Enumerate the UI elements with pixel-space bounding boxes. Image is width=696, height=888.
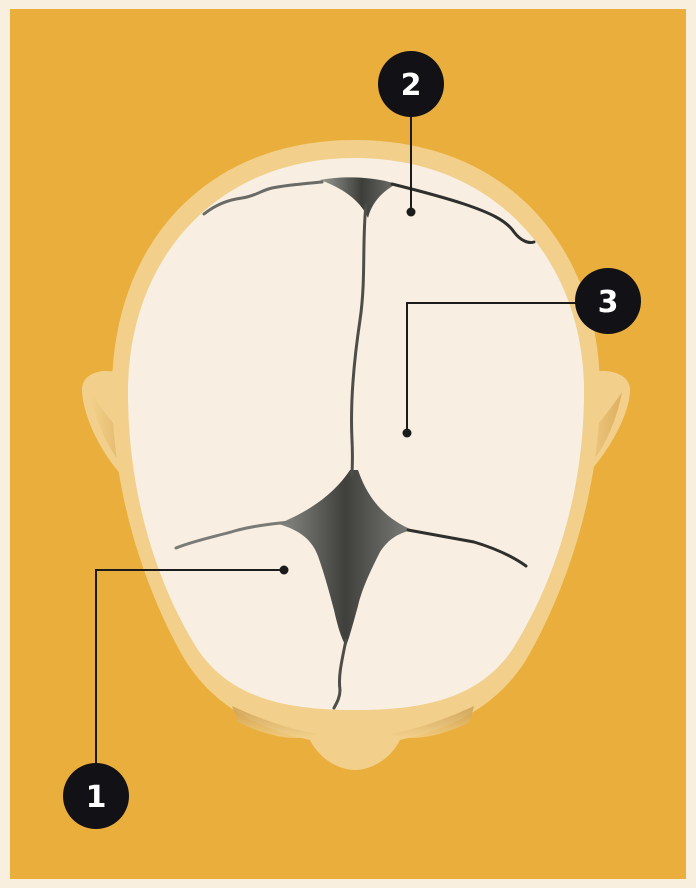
callout-1-badge xyxy=(63,763,129,829)
callout-3: 3 xyxy=(402,268,641,438)
brow-right xyxy=(390,706,474,738)
callout-3-leader xyxy=(406,302,590,433)
anterior-fontanelle xyxy=(278,470,412,646)
brow-left xyxy=(232,706,318,738)
coronal-suture-right xyxy=(406,528,528,568)
lambdoid-suture-left xyxy=(202,180,324,216)
callout-2-label: 2 xyxy=(401,68,422,103)
callout-3-badge xyxy=(575,268,641,334)
skull-bone xyxy=(128,158,584,710)
callout-2-anchor-dot xyxy=(406,207,416,217)
posterior-fontanelle xyxy=(320,177,396,218)
coronal-suture-left xyxy=(174,520,292,550)
callout-1-anchor-dot xyxy=(279,565,289,575)
callout-1-leader xyxy=(95,569,284,780)
callout-2-badge xyxy=(378,51,444,117)
metopic-suture xyxy=(332,638,348,710)
callout-1-label: 1 xyxy=(86,780,107,815)
callout-1: 1 xyxy=(63,565,289,829)
lambdoid-suture-right xyxy=(390,182,536,244)
callout-3-label: 3 xyxy=(598,285,619,320)
sagittal-suture xyxy=(349,203,368,477)
callout-3-anchor-dot xyxy=(402,428,412,438)
callout-2: 2 xyxy=(378,51,444,217)
